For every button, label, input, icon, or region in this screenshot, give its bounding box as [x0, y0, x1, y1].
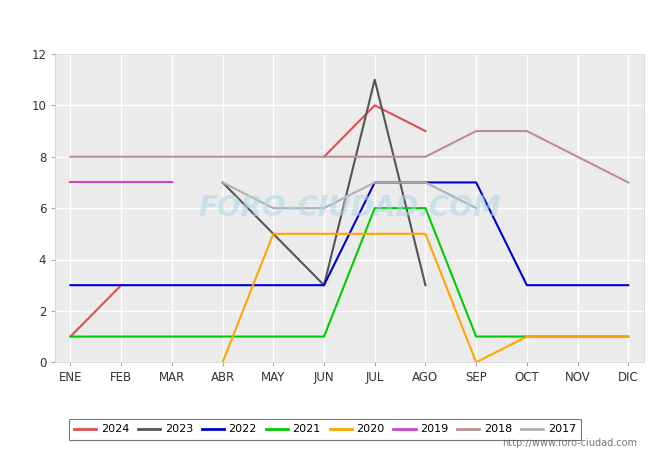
Text: FORO-CIUDAD.COM: FORO-CIUDAD.COM [198, 194, 500, 222]
Text: http://www.foro-ciudad.com: http://www.foro-ciudad.com [502, 438, 637, 448]
Text: Afiliados en Narros a 31/5/2024: Afiliados en Narros a 31/5/2024 [194, 14, 456, 33]
Legend: 2024, 2023, 2022, 2021, 2020, 2019, 2018, 2017: 2024, 2023, 2022, 2021, 2020, 2019, 2018… [68, 419, 582, 440]
